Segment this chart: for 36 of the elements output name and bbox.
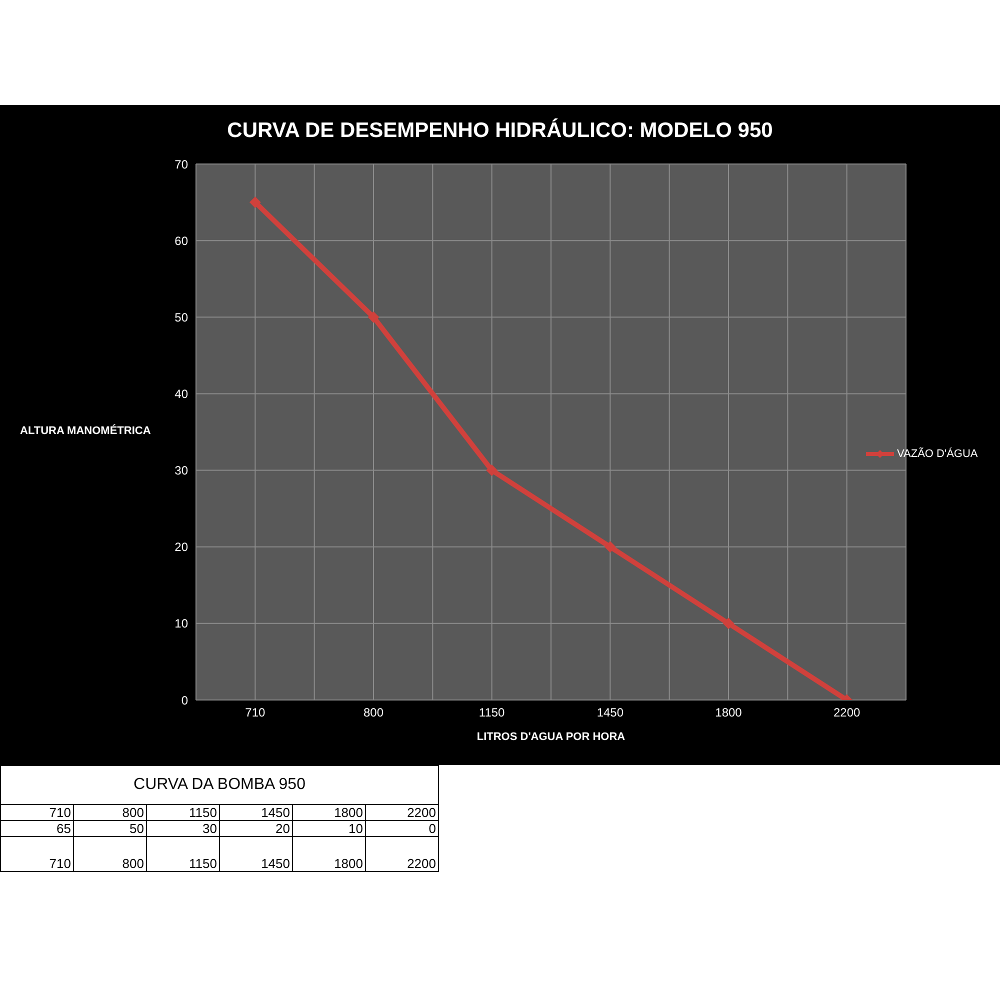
legend-label: VAZÃO D'ÁGUA (897, 448, 978, 460)
y-axis-title: ALTURA MANOMÉTRICA (20, 425, 151, 437)
x-tick-label: 710 (245, 706, 266, 720)
x-tick-label: 1800 (715, 706, 742, 720)
category-label: 2200 (407, 805, 436, 820)
category-label: 800 (122, 805, 144, 820)
text: 65 (0, 820, 74, 836)
category-label: 710 (49, 805, 71, 820)
x-tick-label: 2200 (833, 706, 861, 720)
y-tick-label: 20 (174, 540, 188, 554)
text: 10 (292, 820, 366, 836)
category-label: 1800 (334, 856, 363, 871)
text: CURVA DA BOMBA 950 (0, 766, 438, 804)
x-tick-label: 1450 (596, 706, 624, 720)
text: 50 (74, 820, 146, 836)
chart-title: CURVA DE DESEMPENHO HIDRÁULICO: MODELO 950 (226, 119, 774, 143)
x-axis-title: LITROS D'AGUA POR HORA (476, 731, 626, 743)
category-label: 710 (49, 856, 71, 871)
category-label: 1800 (334, 805, 363, 820)
y-tick-label: 60 (174, 234, 188, 248)
y-tick-label: 40 (174, 386, 188, 401)
text: 0 (366, 820, 438, 836)
category-label: 2200 (407, 856, 436, 871)
y-tick-label: 0 (181, 693, 188, 708)
y-tick-label: 10 (174, 616, 188, 631)
category-label: 1150 (189, 805, 217, 820)
y-tick-label: 30 (174, 464, 188, 478)
x-tick-label: 800 (363, 706, 384, 720)
y-tick-label: 50 (174, 310, 188, 324)
text: 20 (220, 820, 292, 836)
x-tick-label: 1150 (478, 706, 506, 720)
category-label: 1150 (189, 856, 217, 871)
y-tick-label: 70 (174, 157, 188, 172)
category-label: 1450 (261, 805, 290, 820)
category-label: 1450 (261, 856, 290, 871)
category-label: 800 (122, 856, 144, 871)
